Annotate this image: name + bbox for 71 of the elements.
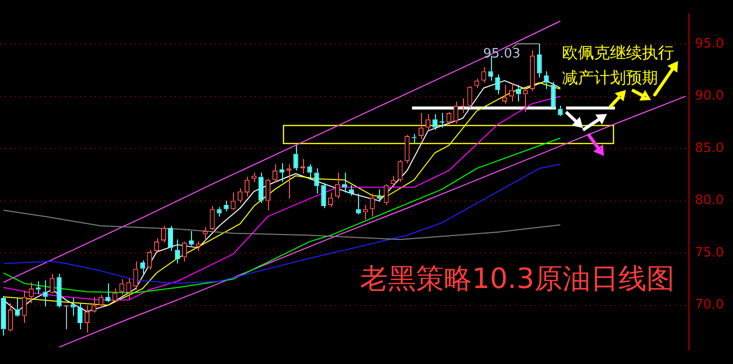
candlestick (154, 238, 160, 254)
candlestick (147, 249, 152, 270)
y-tick-label: 80.0 (695, 193, 724, 208)
candlestick (398, 160, 403, 182)
candlestick (362, 204, 368, 220)
candlestick (112, 288, 118, 303)
candlestick (0, 295, 6, 336)
candlestick (495, 74, 500, 95)
candlestick (50, 273, 55, 294)
candlestick (188, 230, 194, 246)
candlestick (307, 164, 312, 180)
text: 老黑策略10.3原油日线图 (360, 261, 674, 297)
candlestick (252, 172, 257, 182)
candlestick (390, 175, 396, 188)
candlestick (474, 78, 480, 88)
candlestick (356, 192, 361, 215)
candlestick (265, 178, 270, 211)
candlestick (314, 168, 320, 194)
candlestick (70, 297, 76, 316)
candlestick (258, 172, 264, 204)
candlestick (536, 43, 542, 78)
candlestick (196, 241, 201, 252)
candlestick (42, 280, 48, 307)
candlestick (224, 200, 229, 212)
y-tick-label: 95.0 (695, 36, 724, 52)
candlestick (230, 192, 236, 211)
candlestick (522, 87, 528, 113)
candlestick (126, 278, 132, 301)
candlestick (467, 85, 472, 108)
candlestick (216, 206, 222, 217)
candlestick (182, 241, 187, 262)
candlestick (293, 144, 298, 172)
candlestick (210, 206, 215, 231)
candlestick (28, 282, 34, 304)
candlestick (446, 112, 452, 126)
candlestick (384, 184, 389, 206)
candlestick (161, 225, 166, 244)
y-tick-label: 85.0 (695, 140, 724, 156)
candlestick (272, 164, 278, 182)
candlestick (140, 260, 146, 274)
annotation: 欧佩克继续执行减产计划预期 (562, 42, 675, 89)
candlestick (348, 184, 354, 196)
candlestick (481, 66, 486, 84)
candlestick (22, 290, 27, 324)
candlestick (119, 278, 124, 296)
candlestick (98, 294, 104, 308)
candlestick (84, 304, 90, 333)
candlestick (426, 114, 431, 130)
candlestick (14, 297, 20, 318)
candlestick (56, 273, 62, 308)
candlestick (370, 192, 375, 217)
candlestick (404, 134, 410, 164)
candlestick (530, 50, 535, 92)
candlestick (174, 238, 180, 264)
candlestick (8, 302, 13, 332)
candlestick (168, 225, 174, 252)
candlestick (418, 112, 424, 140)
candlestick (335, 172, 340, 200)
candlestick (544, 70, 549, 90)
y-tick-label: 70.0 (695, 298, 724, 313)
candlestick (321, 182, 326, 209)
candlestick (78, 302, 83, 330)
candlestick (432, 114, 438, 130)
candlestick (558, 105, 563, 117)
candlestick (105, 282, 110, 303)
y-tick-label: 75.0 (695, 245, 724, 260)
candlestick (550, 81, 556, 110)
candlestick (244, 176, 250, 198)
candlestick (238, 188, 243, 204)
y-tick-label: 90.0 (695, 88, 724, 104)
candlestick (133, 260, 138, 290)
